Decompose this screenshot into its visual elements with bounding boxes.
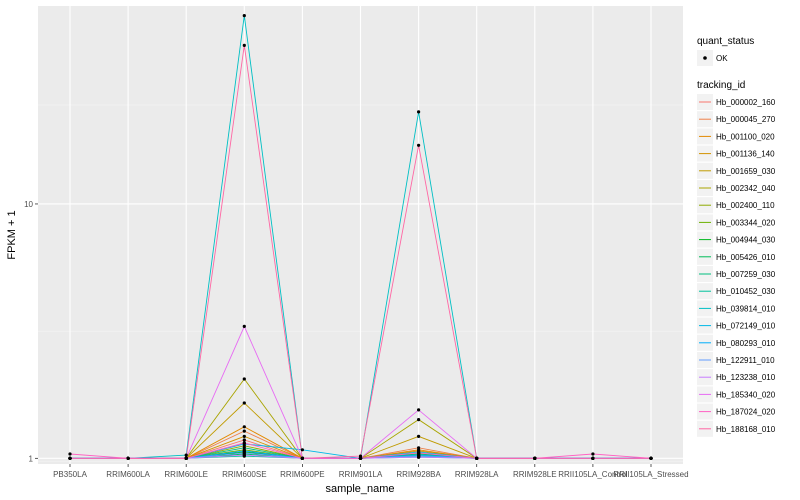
data-point-Hb_001100_020-3 [242, 425, 246, 429]
data-point-Hb_187024_020-9 [591, 452, 595, 456]
x-tick-label-9: RRII105LA_Control [558, 470, 628, 479]
legend-label-Hb_072149_010: Hb_072149_010 [716, 322, 776, 331]
legend-label-Hb_010452_030: Hb_010452_030 [716, 287, 776, 296]
quant-status-legend-title: quant_status [697, 36, 754, 47]
data-point-Hb_002342_040-3 [242, 377, 246, 381]
legend-label-Hb_000045_270: Hb_000045_270 [716, 115, 776, 124]
data-point-Hb_001136_140-3 [242, 434, 246, 438]
data-point-Hb_123238_010-6 [417, 455, 421, 459]
data-point-Hb_187024_020-6 [417, 451, 421, 455]
x-tick-label-6: RRIM928BA [396, 470, 441, 479]
legend-label-Hb_187024_020: Hb_187024_020 [716, 408, 776, 417]
data-point-Hb_188168_010-6 [417, 143, 421, 147]
y-axis: 1 10 [24, 200, 38, 463]
data-point-Hb_188168_010-1 [126, 456, 130, 460]
legend-label-Hb_002342_040: Hb_002342_040 [716, 184, 776, 193]
data-point-Hb_188168_010-5 [358, 454, 363, 458]
x-tick-label-1: RRIM600LA [106, 470, 150, 479]
data-point-Hb_188168_010-0 [68, 456, 72, 460]
data-point-Hb_000002_160-3 [242, 438, 246, 442]
data-point-Hb_072149_010-4 [300, 448, 304, 452]
legend-label-Hb_004944_030: Hb_004944_030 [716, 236, 776, 245]
data-point-Hb_188168_010-2 [184, 456, 188, 460]
y-tick-label-1: 10 [24, 200, 33, 209]
data-point-Hb_000045_270-3 [242, 429, 246, 433]
data-point-Hb_122911_010-3 [242, 451, 246, 455]
data-point-Hb_039814_010-6 [417, 110, 421, 114]
x-tick-label-5: RRIM901LA [339, 470, 383, 479]
legend-label-Hb_001659_030: Hb_001659_030 [716, 167, 776, 176]
x-tick-label-8: RRIM928LE [513, 470, 557, 479]
quant-status-ok-point [703, 56, 707, 60]
data-point-Hb_188168_010-8 [533, 456, 537, 460]
x-tick-label-4: RRIM600PE [280, 470, 324, 479]
data-point-Hb_188168_010-7 [475, 456, 479, 460]
data-point-Hb_185340_020-6 [417, 408, 421, 412]
legend-label-Hb_001100_020: Hb_001100_020 [716, 132, 775, 141]
x-tick-label-3: RRIM600SE [222, 470, 266, 479]
x-axis-title: sample_name [325, 483, 394, 495]
legend: quant_status OK tracking_id Hb_000002_16… [697, 36, 776, 437]
legend-label-Hb_001136_140: Hb_001136_140 [716, 150, 775, 159]
data-point-Hb_187024_020-3 [242, 441, 246, 445]
legend-label-Hb_005426_010: Hb_005426_010 [716, 253, 776, 262]
data-point-Hb_187024_020-0 [68, 452, 72, 456]
x-tick-label-10: RRII105LA_Stressed [613, 470, 688, 479]
legend-label-Hb_007259_030: Hb_007259_030 [716, 270, 776, 279]
data-point-Hb_039814_010-2 [184, 453, 188, 457]
data-point-Hb_123238_010-3 [242, 453, 246, 457]
legend-label-Hb_002400_110: Hb_002400_110 [716, 201, 775, 210]
legend-label-Hb_123238_010: Hb_123238_010 [716, 373, 776, 382]
data-point-Hb_188168_010-9 [591, 456, 595, 460]
tracking-id-legend-entries: Hb_000002_160 Hb_000045_270 Hb_001100_020 H… [697, 94, 776, 437]
legend-label-Hb_188168_010: Hb_188168_010 [716, 425, 776, 434]
legend-label-Hb_000002_160: Hb_000002_160 [716, 98, 776, 107]
data-point-Hb_188168_010-4 [300, 456, 304, 460]
data-point-Hb_001659_030-3 [242, 401, 246, 405]
data-point-Hb_188168_010-10 [649, 456, 653, 460]
legend-label-Hb_080293_010: Hb_080293_010 [716, 339, 776, 348]
x-axis: PB350LA RRIM600LA RRIM600LE RRIM600SE RRIM60… [53, 464, 689, 479]
x-tick-label-2: RRIM600LE [164, 470, 208, 479]
grid-lines [38, 6, 683, 464]
data-point-Hb_007259_030-3 [242, 446, 246, 450]
legend-label-Hb_185340_020: Hb_185340_020 [716, 390, 776, 399]
data-point-Hb_185340_020-3 [242, 324, 246, 328]
data-point-Hb_187024_020-5 [358, 456, 363, 460]
data-points [68, 14, 653, 460]
legend-label-Hb_039814_010: Hb_039814_010 [716, 304, 776, 313]
y-axis-title: FPKM + 1 [6, 210, 18, 259]
y-tick-label-0: 1 [29, 454, 34, 463]
data-point-Hb_001659_030-6 [417, 434, 421, 438]
legend-label-Hb_122911_010: Hb_122911_010 [716, 356, 775, 365]
quant-status-ok-label: OK [716, 54, 728, 63]
tracking-id-legend-title: tracking_id [697, 80, 745, 91]
x-tick-label-7: RRIM928LA [455, 470, 499, 479]
x-tick-label-0: PB350LA [53, 470, 87, 479]
data-point-Hb_002342_040-6 [417, 418, 421, 422]
data-point-Hb_039814_010-3 [242, 14, 246, 18]
legend-label-Hb_003344_020: Hb_003344_020 [716, 218, 776, 227]
data-point-Hb_188168_010-3 [242, 43, 246, 48]
